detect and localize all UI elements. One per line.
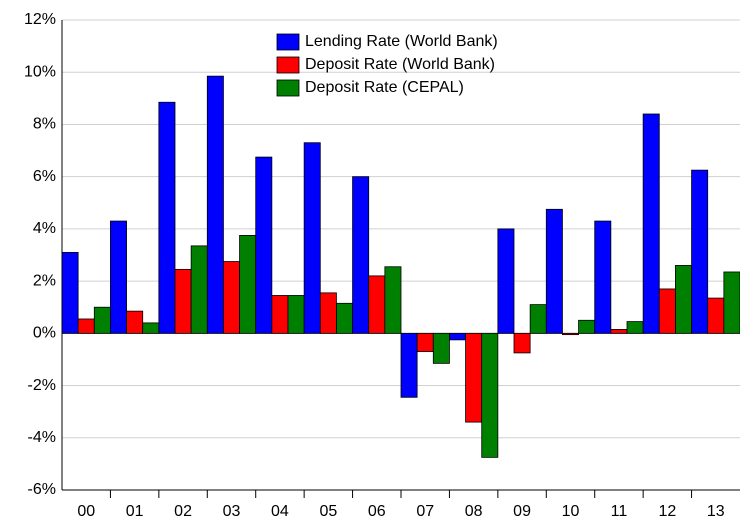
bar [610, 329, 628, 334]
x-tick-label: 02 [174, 503, 192, 520]
x-tick-label: 12 [658, 503, 676, 520]
x-tick-label: 09 [513, 503, 531, 520]
bar [93, 306, 111, 334]
bar [319, 292, 337, 334]
bar [432, 332, 450, 364]
bar [336, 302, 353, 334]
bar [497, 228, 515, 334]
y-tick-label: 2% [33, 272, 56, 289]
bar [384, 266, 402, 334]
y-tick-label: 0% [33, 325, 56, 342]
bar [368, 275, 386, 334]
bar [190, 245, 208, 334]
y-tick-label: 12% [24, 11, 56, 28]
bar [465, 332, 483, 423]
bar [287, 295, 305, 334]
legend-swatch [276, 79, 300, 97]
bar [110, 220, 127, 334]
x-tick-label: 07 [416, 503, 434, 520]
legend-label: Deposit Rate (World Bank) [305, 56, 495, 73]
x-tick-label: 05 [319, 503, 337, 520]
bar [239, 235, 257, 334]
bar [174, 268, 192, 334]
bar [352, 176, 370, 334]
y-tick-label: -2% [28, 377, 56, 394]
x-tick-label: 01 [126, 503, 144, 520]
y-tick-label: 10% [24, 63, 56, 80]
bar [303, 142, 321, 334]
bar [513, 332, 531, 354]
bar [255, 156, 273, 334]
x-tick-label: 00 [77, 503, 95, 520]
bar [707, 297, 725, 334]
x-tick-label: 04 [271, 503, 289, 520]
x-tick-label: 03 [223, 503, 241, 520]
bar [578, 319, 596, 334]
legend-label: Deposit Rate (CEPAL) [305, 79, 464, 96]
legend-label: Lending Rate (World Bank) [305, 33, 498, 50]
bar [658, 288, 676, 334]
y-tick-label: -4% [28, 429, 56, 446]
y-tick-label: 4% [33, 220, 56, 237]
x-tick-label: 13 [707, 503, 725, 520]
bar [723, 271, 740, 334]
bar [529, 304, 547, 334]
bar [626, 321, 644, 334]
bar [675, 265, 692, 334]
legend-swatch [276, 56, 300, 74]
bar [691, 169, 709, 334]
x-tick-label: 08 [465, 503, 483, 520]
bar [562, 332, 579, 336]
x-tick-label: 10 [562, 503, 580, 520]
bar [416, 332, 434, 353]
bar [400, 332, 418, 398]
legend-swatch [276, 33, 300, 51]
bar [594, 220, 612, 334]
y-tick-label: 6% [33, 168, 56, 185]
bar [223, 261, 240, 334]
bar [142, 322, 160, 334]
bar [77, 318, 95, 334]
bar [449, 332, 466, 341]
bar [61, 251, 79, 334]
bar [481, 332, 499, 458]
bar [158, 101, 176, 334]
bar [126, 310, 144, 334]
bar [271, 295, 289, 334]
y-tick-label: -6% [28, 481, 56, 498]
x-tick-label: 06 [368, 503, 386, 520]
y-tick-label: 8% [33, 116, 56, 133]
bar [545, 208, 563, 334]
x-tick-label: 11 [611, 503, 628, 520]
bar [642, 113, 660, 334]
bar [206, 75, 224, 334]
